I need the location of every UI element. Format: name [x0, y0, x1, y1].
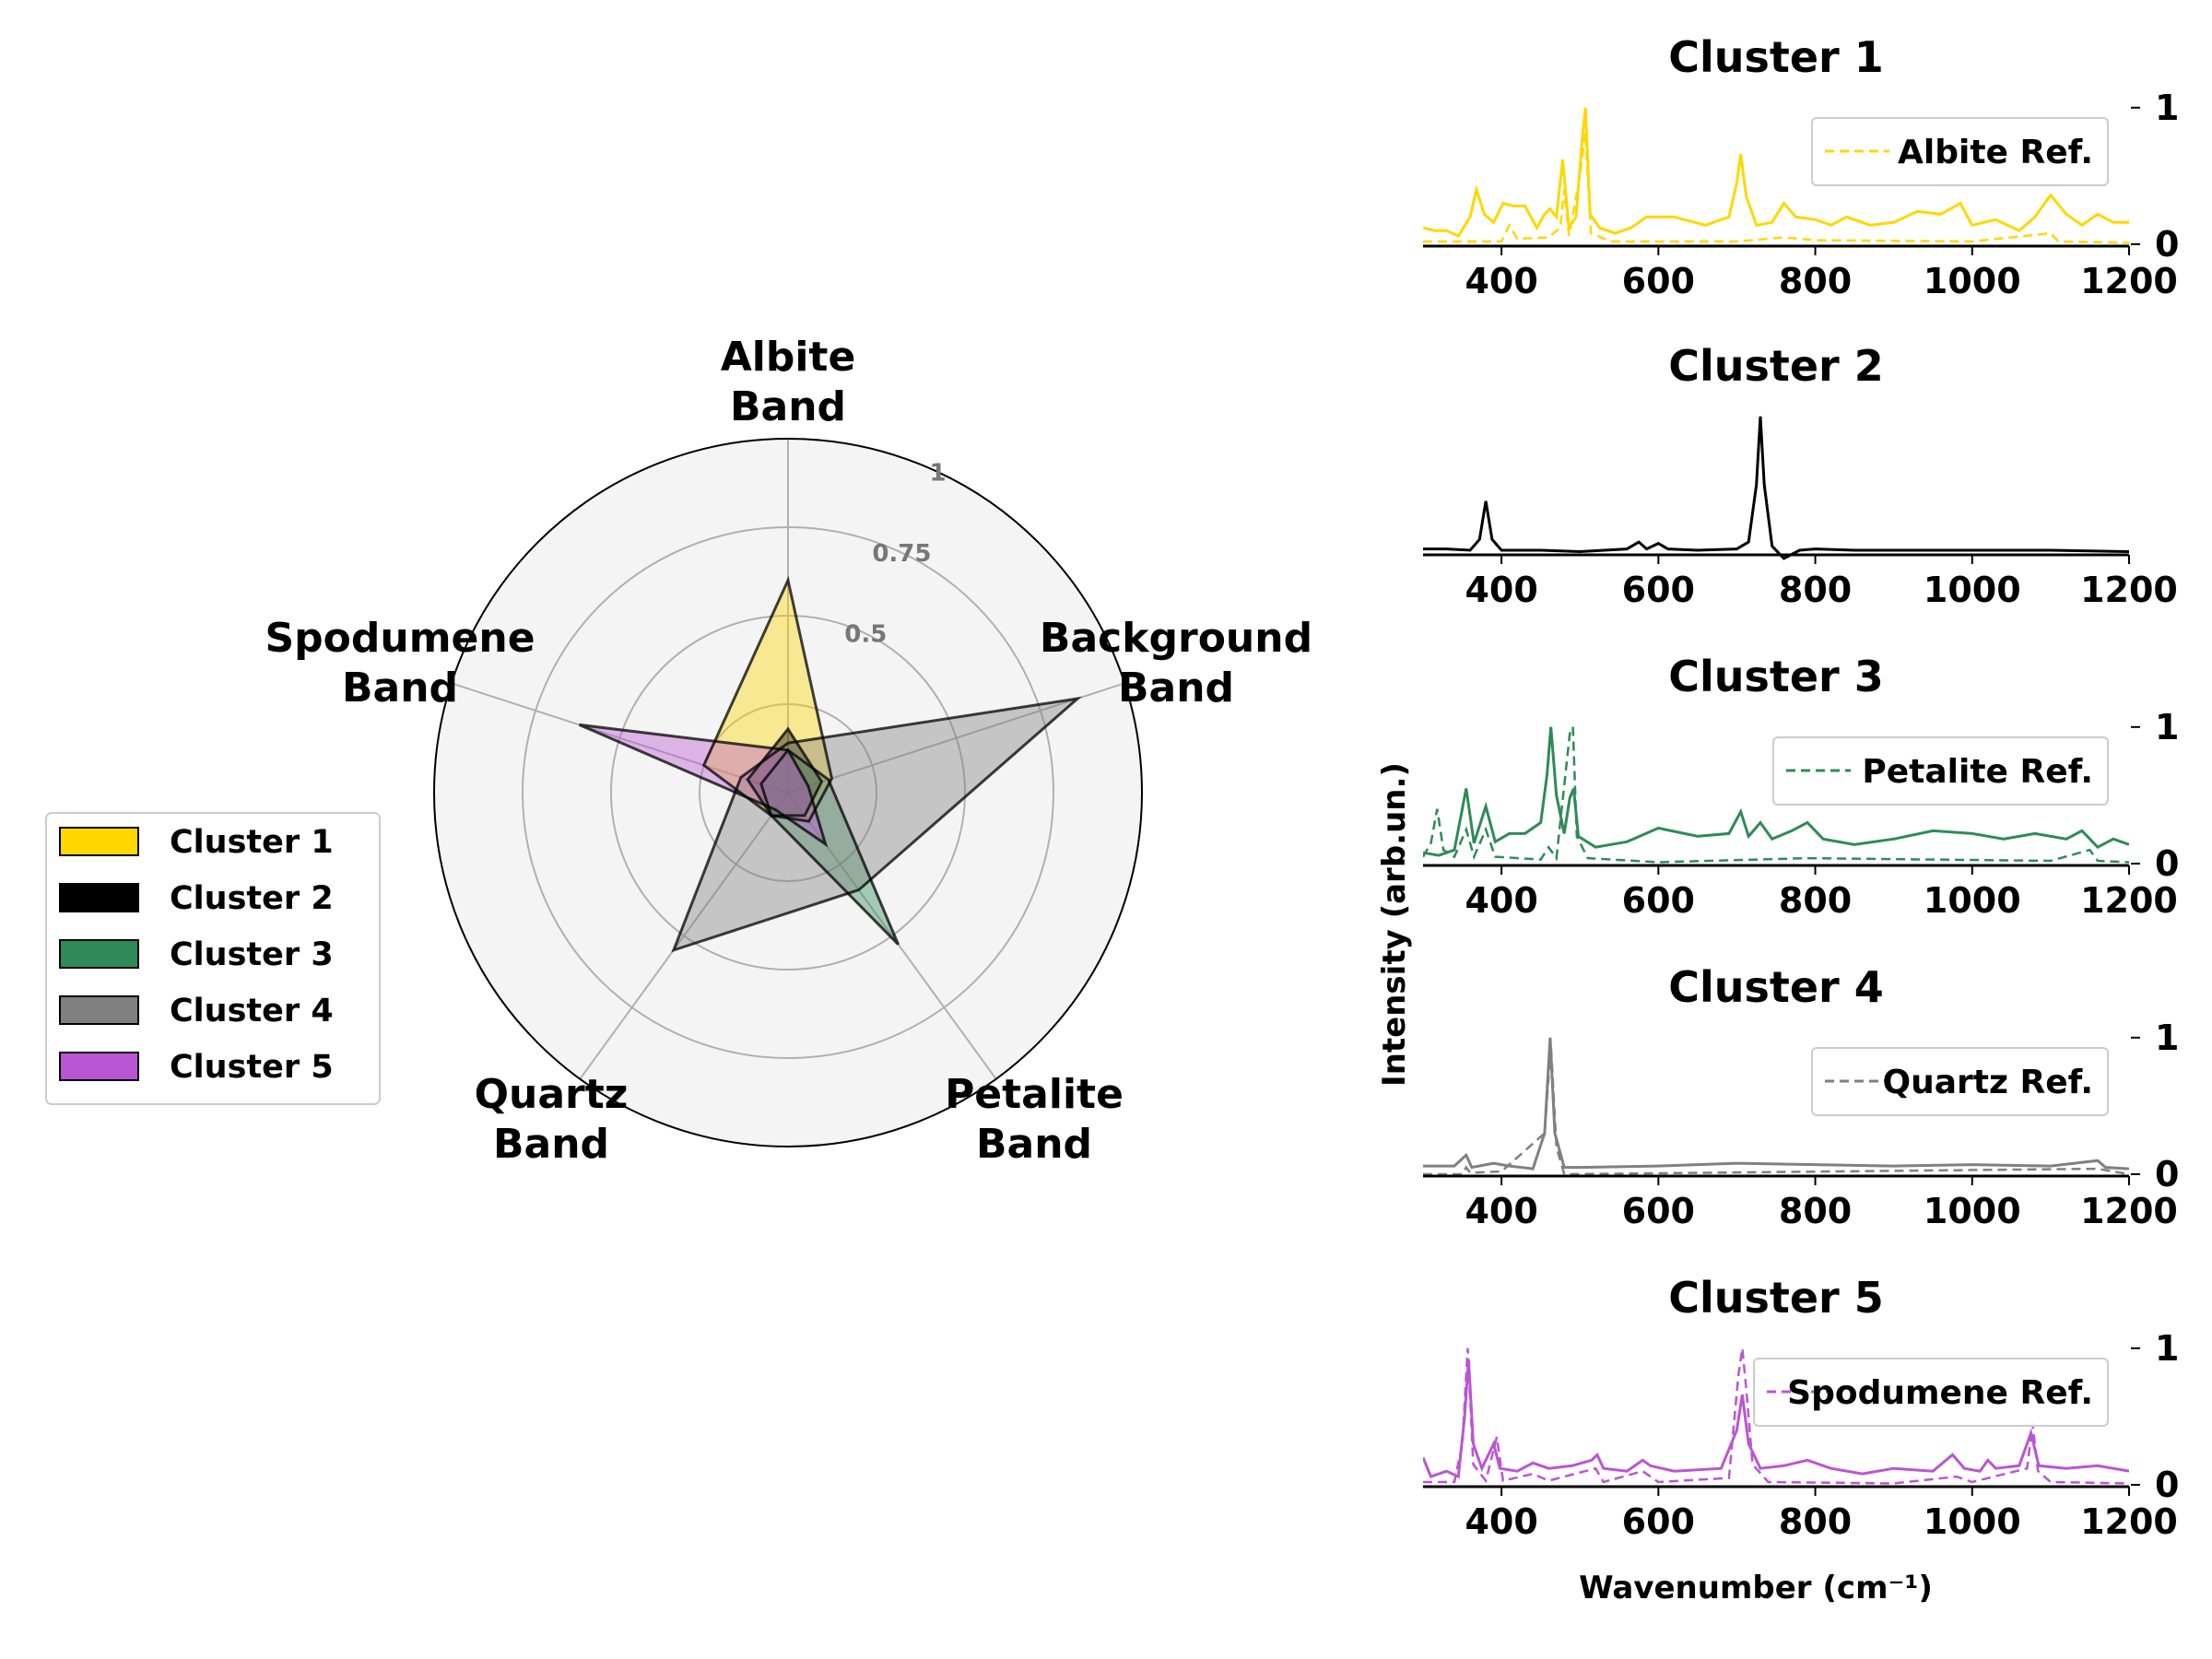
y-tick-label: 0 [2155, 843, 2179, 884]
x-tick-label: 1200 [2080, 261, 2178, 301]
x-tick-label: 600 [1622, 880, 1695, 921]
x-tick-label: 400 [1465, 1501, 1537, 1542]
x-axis-label: Wavenumber (cm⁻¹) [1579, 1570, 1933, 1606]
x-tick-label: 400 [1465, 880, 1537, 921]
x-tick-label: 600 [1622, 570, 1695, 610]
radar-outer-ring [433, 438, 1143, 1147]
cluster-spectrum-line [1423, 107, 2129, 239]
x-tick-label: 1200 [2080, 880, 2178, 921]
spectrum-panel-2: Cluster 2 400 600 800 1000 1200 [1423, 341, 2178, 610]
x-axis-label-text: Wavenumber (cm⁻¹) [1579, 1570, 1933, 1606]
radar-area-cluster-2 [747, 728, 822, 816]
radar-chart: 0.5 0.75 1 Albite Band Background Band Petalite… [265, 334, 1312, 1168]
radar-area-cluster-4 [673, 699, 1078, 950]
legend-entry: Cluster 5 [170, 1049, 334, 1086]
legend-swatch [59, 1052, 139, 1081]
y-tick-label: 1 [2155, 1328, 2179, 1369]
radar-outline-cluster-4 [671, 696, 1082, 953]
panel-legend-frame [1811, 1047, 2109, 1116]
panel-title: Cluster 3 [1668, 652, 1884, 701]
x-tick-label: 600 [1622, 261, 1695, 301]
x-tick-label: 1000 [1924, 570, 2021, 610]
y-tick-label: 1 [2155, 88, 2179, 128]
x-tick-label: 1000 [1924, 880, 2021, 921]
x-tick-label: 400 [1465, 570, 1537, 610]
x-tick-label: 1200 [2080, 570, 2178, 610]
x-tick-label: 600 [1622, 1191, 1695, 1231]
x-tick-label: 800 [1779, 261, 1852, 301]
radar-tick-label: 0.75 [872, 540, 931, 568]
radar-axis-label: Quartz Band [475, 1071, 629, 1168]
x-tick-label: 800 [1779, 880, 1852, 921]
reference-spectrum-line [1423, 132, 2129, 244]
x-tick-label: 1200 [2080, 1501, 2178, 1542]
y-tick-label: 1 [2155, 1018, 2179, 1058]
y-tick-label: 0 [2155, 1465, 2179, 1505]
legend-entry: Cluster 1 [170, 824, 334, 861]
radar-spoke [451, 682, 789, 794]
x-tick-label: 1000 [1924, 1191, 2021, 1231]
radar-axis-label: Background Band [1040, 615, 1312, 712]
panel-title: Cluster 5 [1668, 1273, 1884, 1323]
x-tick-label: 800 [1779, 1501, 1852, 1542]
y-tick-label: 0 [2155, 1154, 2179, 1194]
radar-tick-label: 0.5 [844, 621, 887, 649]
radar-outline-cluster-5 [579, 723, 829, 848]
radar-spoke [787, 682, 1125, 794]
panel-title: Cluster 2 [1668, 341, 1884, 391]
y-axis-label: Intensity (arb.un.) [1376, 762, 1413, 1087]
legend-entry: Cluster 4 [170, 993, 334, 1030]
legend-swatch [59, 827, 139, 856]
legend-swatch [59, 883, 139, 912]
cluster-spectrum-line [1423, 416, 2129, 560]
reference-spectrum-line [1423, 1044, 2129, 1176]
radar-area-cluster-1 [703, 580, 832, 822]
radar-outline-cluster-2 [746, 726, 824, 818]
panel-legend-label: Spodumene Ref. [1787, 1374, 2093, 1412]
x-tick-label: 1000 [1924, 261, 2021, 301]
panel-title: Cluster 4 [1668, 962, 1884, 1012]
reference-spectrum-line [1423, 1347, 2129, 1485]
legend-swatch [59, 939, 139, 969]
panel-legend-label: Petalite Ref. [1862, 753, 2093, 791]
radar-area-cluster-3 [760, 749, 899, 945]
x-tick-label: 800 [1779, 1191, 1852, 1231]
radar-legend: Cluster 1 Cluster 2 Cluster 3 Cluster 4 Clus… [45, 812, 381, 1105]
x-tick-label: 400 [1465, 261, 1537, 301]
y-tick-label: 0 [2155, 224, 2179, 265]
radar-spoke [787, 792, 997, 1080]
panel-legend-frame [1811, 117, 2109, 186]
panel-legend-label: Albite Ref. [1898, 134, 2093, 171]
x-tick-label: 1000 [1924, 1501, 2021, 1542]
cluster-spectrum-line [1423, 1037, 2129, 1171]
x-tick-label: 800 [1779, 570, 1852, 610]
reference-spectrum-line [1423, 726, 2129, 864]
panel-legend-frame [1753, 1358, 2109, 1427]
y-tick-label: 1 [2155, 707, 2179, 747]
panel-legend-label: Quartz Ref. [1883, 1064, 2093, 1101]
cluster-spectrum-line [1423, 1359, 2129, 1479]
radar-area-cluster-5 [579, 724, 826, 844]
legend-entry: Cluster 2 [170, 880, 334, 917]
x-tick-label: 1200 [2080, 1191, 2178, 1231]
radar-axis-label: Albite Band [721, 334, 856, 430]
panel-title: Cluster 1 [1668, 32, 1884, 82]
radar-tick-label: 1 [930, 459, 947, 487]
x-tick-label: 400 [1465, 1191, 1537, 1231]
radar-axis-label: Petalite Band [945, 1071, 1124, 1168]
panel-legend-frame [1772, 736, 2109, 806]
cluster-spectrum-line [1423, 726, 2129, 857]
legend-swatch [59, 995, 139, 1025]
x-tick-label: 600 [1622, 1501, 1695, 1542]
radar-axis-label: Spodumene Band [265, 615, 535, 712]
radar-outline-cluster-3 [759, 747, 900, 946]
radar-spoke [579, 792, 789, 1080]
legend-entry: Cluster 3 [170, 936, 334, 973]
